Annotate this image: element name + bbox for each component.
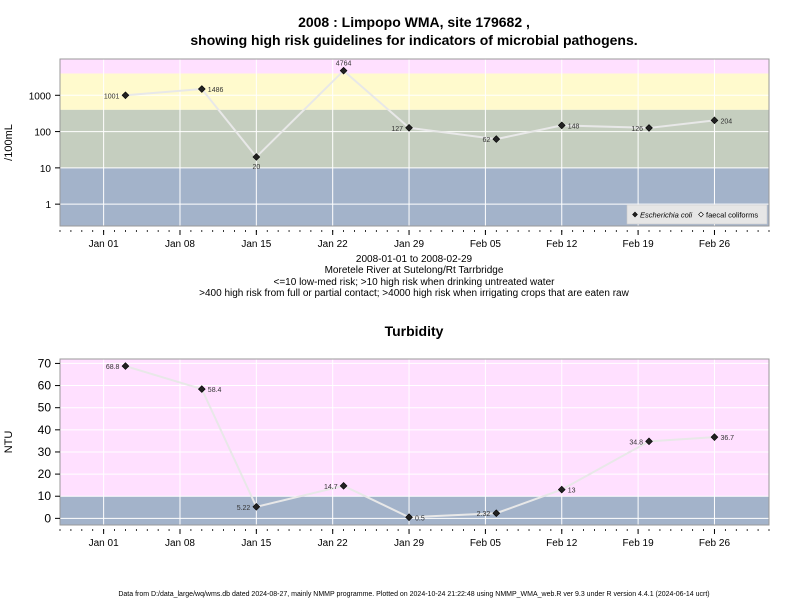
- y-tick-label: 60: [38, 379, 52, 393]
- plot-frame: [59, 358, 770, 526]
- x-tick-label: Jan 29: [394, 239, 424, 250]
- turbidity-chart: 0 10 20 30 40 50 60 70 NTU Jan 01 Jan 08 Jan 15 Jan …: [3, 356, 770, 549]
- data-label-0-8: 36.7: [720, 435, 734, 442]
- y-tick-label: 10: [40, 164, 52, 175]
- x-tick-label: Jan 08: [165, 239, 195, 250]
- data-label-0-6: 13: [568, 488, 576, 495]
- chart2-title: Turbidity: [385, 323, 444, 339]
- data-label-0-2: 20: [252, 164, 260, 171]
- x-tick-label: Feb 19: [623, 538, 655, 549]
- y-tick-label: 1000: [29, 91, 52, 102]
- x-tick-label: Jan 01: [89, 538, 119, 549]
- risk-band-1: [60, 359, 769, 497]
- data-point-0-7: [645, 124, 653, 132]
- y-axis-label: /100mL: [3, 124, 15, 161]
- data-label-0-3: 14.7: [324, 484, 338, 491]
- risk-band-0: [60, 496, 769, 525]
- data-point-0-5: [492, 135, 501, 143]
- data-label-0-6: 148: [568, 123, 580, 130]
- x-tick-label: Jan 22: [318, 538, 348, 549]
- plot-frame: [59, 58, 770, 227]
- data-point-0-4: [405, 123, 413, 132]
- footer-text: Data from D:/data_large/wq/wms.db dated …: [118, 591, 709, 598]
- y-tick-label: 70: [38, 356, 52, 370]
- legend-box: [626, 204, 768, 225]
- data-label-0-4: 0.5: [415, 515, 425, 522]
- x-tick-label: Feb 05: [470, 538, 502, 549]
- x-tick-label: Jan 22: [318, 239, 348, 250]
- data-label-0-5: 62: [483, 137, 491, 144]
- legend-marker-open: [698, 211, 704, 218]
- legend-marker-filled: [632, 211, 638, 218]
- data-point-0-3: [339, 66, 348, 75]
- data-point-0-2: [252, 153, 261, 161]
- y-axis-label: NTU: [3, 431, 15, 454]
- data-point-0-0: [121, 362, 130, 370]
- chart1-title-line1: 2008 : Limpopo WMA, site 179682 ,: [298, 14, 530, 30]
- x-tick-label: Feb 12: [546, 538, 578, 549]
- risk-band-3: [60, 59, 769, 74]
- x-tick-label: Feb 26: [699, 538, 731, 549]
- legend: Escherichia coli faecal coliforms: [626, 204, 768, 225]
- data-label-0-7: 34.8: [629, 439, 643, 446]
- x-tick-label: Feb 12: [546, 239, 578, 250]
- data-point-0-1: [197, 85, 206, 93]
- risk-band-1: [60, 109, 769, 168]
- x-tick-label: Jan 15: [241, 538, 271, 549]
- data-point-0-6: [557, 121, 566, 130]
- y-tick-label: 10: [38, 489, 52, 503]
- data-label-0-1: 58.4: [208, 387, 222, 394]
- data-point-0-8: [710, 433, 719, 441]
- x-tick-label: Feb 05: [470, 239, 502, 250]
- x-tick-label: Jan 01: [89, 239, 119, 250]
- data-label-0-0: 68.8: [106, 364, 120, 371]
- chart1-note-daterange: 2008-01-01 to 2008-02-29: [356, 254, 473, 265]
- data-point-0-4: [405, 513, 413, 522]
- legend-label-0: Escherichia coli: [640, 210, 692, 219]
- x-tick-label: Jan 08: [165, 538, 195, 549]
- data-point-0-7: [645, 437, 653, 446]
- data-point-0-0: [121, 91, 130, 100]
- data-point-0-5: [492, 509, 501, 518]
- data-label-0-7: 126: [631, 126, 643, 133]
- chart1-note-contact-risk: >400 high risk from full or partial cont…: [199, 288, 629, 299]
- data-point-0-3: [339, 481, 348, 490]
- y-tick-label: 40: [38, 423, 52, 437]
- x-tick-label: Feb 19: [623, 239, 655, 250]
- chart1-note-drinking-risk: <=10 low-med risk; >10 high risk when dr…: [274, 277, 556, 288]
- data-label-0-0: 1001: [104, 93, 120, 100]
- x-tick-label: Feb 26: [699, 239, 731, 250]
- x-tick-label: Jan 29: [394, 538, 424, 549]
- data-label-0-5: 2.32: [477, 511, 491, 518]
- y-tick-label: 1: [45, 200, 51, 211]
- y-tick-label: 30: [38, 445, 52, 459]
- data-label-0-4: 127: [391, 126, 403, 133]
- data-point-0-2: [252, 502, 261, 511]
- data-point-0-8: [710, 116, 719, 125]
- legend-label-1: faecal coliforms: [706, 210, 758, 219]
- data-point-0-6: [557, 485, 566, 494]
- data-label-0-3: 4764: [336, 61, 352, 68]
- data-label-0-2: 5.22: [237, 505, 251, 512]
- data-point-0-1: [197, 385, 206, 393]
- data-label-0-8: 204: [720, 118, 732, 125]
- chart1-note-site: Moretele River at Sutelong/Rt Tarrbridge: [325, 265, 504, 276]
- y-tick-label: 0: [44, 511, 51, 525]
- y-tick-label: 20: [38, 467, 52, 481]
- x-tick-label: Jan 15: [241, 239, 271, 250]
- data-label-0-1: 1486: [208, 87, 224, 94]
- y-tick-label: 50: [38, 401, 52, 415]
- microbial-chart: 1 10 100 1000/100mL Jan 01 Jan 08 Jan 15 Jan 22…: [3, 58, 770, 250]
- y-tick-label: 100: [34, 128, 51, 139]
- chart1-title-line2: showing high risk guidelines for indicat…: [190, 32, 637, 48]
